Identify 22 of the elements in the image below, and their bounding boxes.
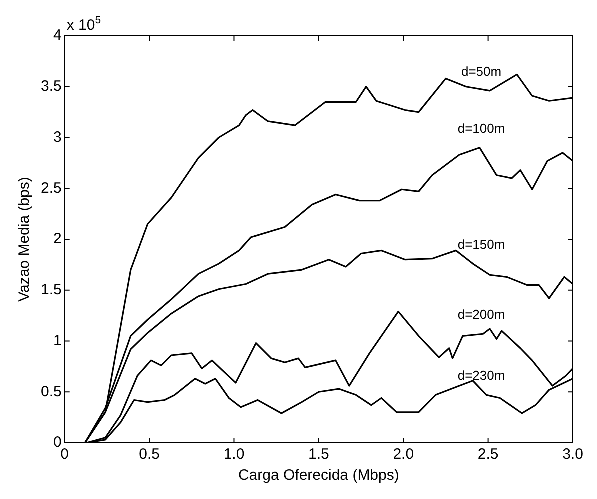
y-tick-label: 1.5	[40, 282, 62, 299]
y-tick-label: 0	[54, 434, 62, 452]
x-tick-label: 2.5	[478, 446, 499, 464]
series-label: d=150m	[458, 236, 506, 252]
x-tick-label: 3.0	[562, 446, 584, 464]
y-tick-label: 3	[54, 128, 62, 146]
series-label: d=230m	[458, 368, 506, 384]
x-tick-label: 1.0	[224, 446, 245, 464]
series-label: d=200m	[458, 307, 506, 322]
x-tick-label: 1.5	[308, 446, 330, 464]
y-tick-label: 4	[54, 27, 62, 44]
y-tick-label: 3.5	[40, 78, 62, 96]
y-tick-label: 2	[54, 230, 62, 248]
y-axis-title: Vazao Media (bps)	[16, 177, 34, 302]
y-tick-label: 0.5	[40, 383, 62, 400]
series-label: d=50m	[461, 64, 502, 79]
y-tick-label: 2.5	[40, 180, 62, 197]
x-tick-label: 0.5	[139, 446, 160, 464]
y-tick-label: 1	[54, 332, 62, 350]
x-tick-label: 2.0	[393, 446, 414, 464]
x-axis-title: Carga Oferecida (Mbps)	[238, 467, 400, 484]
series-label: d=100m	[458, 120, 506, 136]
